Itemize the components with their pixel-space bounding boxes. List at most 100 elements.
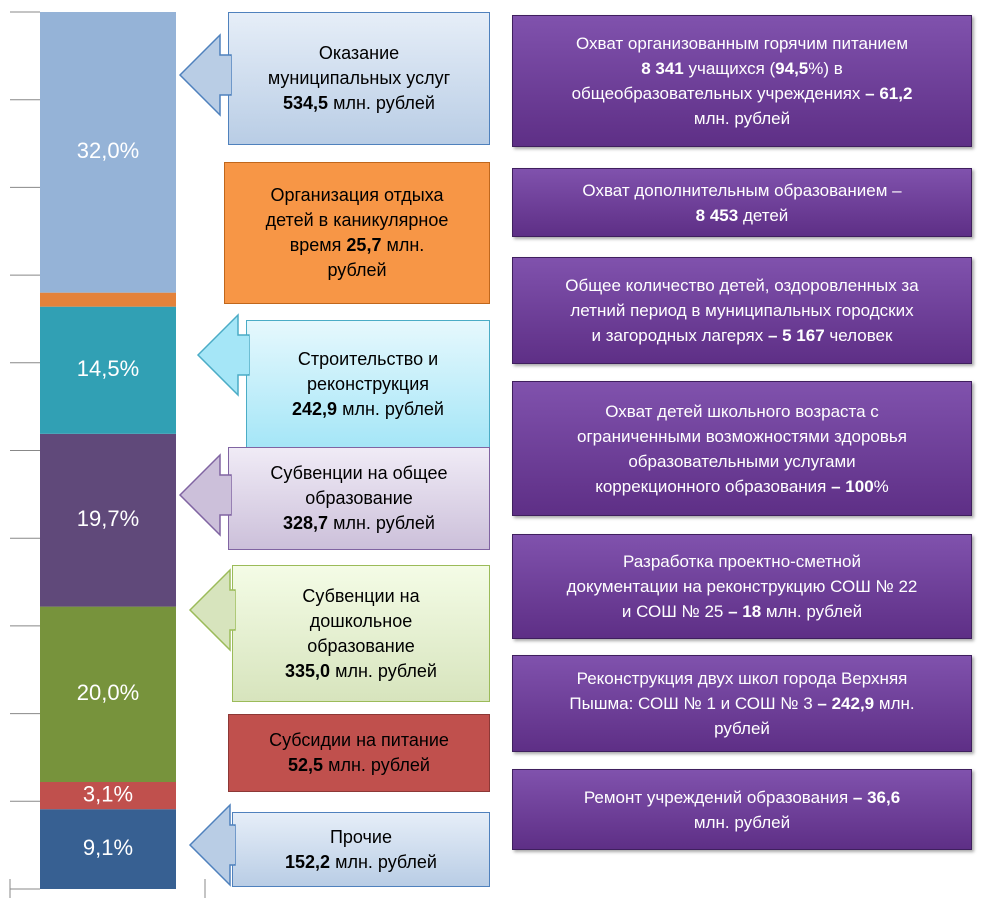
- text-line: 52,5 млн. рублей: [288, 753, 430, 778]
- text-run: млн. рублей: [693, 812, 791, 832]
- text-line: Субвенции на общее: [270, 461, 447, 486]
- text-line: 152,2 млн. рублей: [285, 850, 437, 875]
- text-line: Общее количество детей, оздоровленных за: [565, 273, 918, 298]
- text-run: муниципальных услуг: [267, 68, 451, 88]
- text-run: – 61,2: [865, 84, 913, 103]
- text-line: дошкольное: [310, 609, 413, 634]
- text-line: общеобразовательных учреждениях – 61,2: [572, 81, 913, 106]
- text-run: – 36,6: [852, 787, 901, 807]
- bar-segment: [40, 292, 176, 307]
- text-run: млн.: [381, 235, 425, 255]
- text-line: реконструкция: [307, 372, 429, 397]
- text-line: время 25,7 млн.: [290, 233, 425, 258]
- text-run: 152,2: [285, 851, 331, 872]
- bar-segment: [40, 306, 176, 434]
- text-line: рублей: [327, 258, 386, 283]
- info-box: Общее количество детей, оздоровленных за…: [512, 257, 972, 364]
- bar-segment: [40, 12, 176, 293]
- text-run: дошкольное: [309, 610, 413, 631]
- text-run: образование: [305, 488, 413, 508]
- text-run: Субвенции на: [302, 585, 420, 606]
- text-run: 534,5: [283, 93, 329, 113]
- text-run: – 242,9: [817, 694, 875, 713]
- text-run: млн. рублей: [693, 109, 791, 128]
- text-line: 242,9 млн. рублей: [292, 397, 444, 422]
- text-run: детей в каникулярное: [265, 210, 449, 230]
- text-line: рублей: [714, 716, 770, 741]
- callout: Оказание муниципальных услуг 534,5 млн. ру…: [228, 12, 490, 145]
- text-run: 52,5: [288, 755, 324, 775]
- text-run: млн. рублей: [337, 398, 444, 419]
- info-box: Охват детей школьного возраста с ограниче…: [512, 381, 972, 516]
- text-run: коррекционного образования: [595, 476, 832, 496]
- text-run: млн. рублей: [330, 851, 437, 872]
- text-run: Субсидии на питание: [269, 730, 449, 750]
- text-line: коррекционного образования – 100%: [595, 474, 889, 499]
- text-line: образовательными услугами: [628, 449, 855, 474]
- text-run: 94,5: [775, 59, 809, 78]
- text-line: и загородных лагерях – 5 167 человек: [592, 323, 893, 348]
- callout: Организация отдыха детей в каникулярное вр…: [224, 162, 490, 304]
- text-run: – 18: [728, 602, 762, 621]
- text-line: 8 341 учащихся (94,5%) в: [641, 56, 843, 81]
- text-run: образование: [307, 635, 415, 656]
- text-run: Общее количество детей, оздоровленных за: [565, 276, 919, 295]
- text-run: 328,7: [283, 513, 329, 533]
- text-run: 25,7: [346, 235, 382, 255]
- text-line: Субвенции на: [302, 584, 419, 609]
- segment-label: 14,5%: [77, 356, 139, 381]
- text-line: Пышма: СОШ № 1 и СОШ № 3 – 242,9 млн.: [569, 691, 914, 716]
- text-run: млн. рублей: [761, 602, 863, 621]
- info-box: Охват дополнительным образованием – 8 453…: [512, 168, 972, 237]
- text-run: Охват детей школьного возраста с: [605, 401, 879, 421]
- text-run: млн. рублей: [330, 660, 437, 681]
- text-run: Разработка проектно-сметной: [622, 552, 862, 571]
- text-run: 335,0: [285, 660, 331, 681]
- text-run: Пышма: СОШ № 1 и СОШ № 3: [569, 694, 818, 713]
- text-line: и СОШ № 25 – 18 млн. рублей: [622, 599, 862, 624]
- text-run: млн. рублей: [328, 93, 435, 113]
- text-run: человек: [824, 326, 893, 345]
- callout: Субсидии на питание 52,5 млн. рублей: [228, 714, 490, 792]
- text-line: Ремонт учреждений образования – 36,6: [584, 785, 900, 810]
- text-line: детей в каникулярное: [266, 208, 449, 233]
- text-run: 8 341: [641, 59, 684, 78]
- text-line: Строительство и: [298, 347, 438, 372]
- text-run: Субвенции на общее: [270, 463, 448, 483]
- text-run: реконструкция: [306, 373, 430, 394]
- text-line: образование: [307, 634, 415, 659]
- text-run: Оказание: [318, 43, 400, 63]
- text-run: летний период в муниципальных городских: [570, 301, 914, 320]
- text-line: Субсидии на питание: [269, 728, 449, 753]
- text-run: документации на реконструкцию СОШ № 22: [566, 577, 918, 596]
- text-line: млн. рублей: [694, 810, 790, 835]
- text-run: рублей: [327, 260, 387, 280]
- text-run: детей: [738, 205, 789, 225]
- segment-label: 3,1%: [83, 781, 133, 806]
- text-line: 335,0 млн. рублей: [285, 659, 437, 684]
- callout: Прочие 152,2 млн. рублей: [232, 812, 490, 887]
- text-run: Охват дополнительным образованием –: [582, 180, 902, 200]
- text-run: Прочие: [329, 826, 392, 847]
- text-run: рублей: [714, 719, 770, 738]
- text-line: 328,7 млн. рублей: [283, 511, 435, 536]
- text-run: Организация отдыха: [270, 185, 444, 205]
- text-run: млн. рублей: [323, 755, 430, 775]
- text-run: общеобразовательных учреждениях: [571, 84, 866, 103]
- text-line: муниципальных услуг: [268, 66, 450, 91]
- bar-segment: [40, 782, 176, 810]
- info-box: Ремонт учреждений образования – 36,6 млн.…: [512, 769, 972, 850]
- text-run: образовательными услугами: [628, 451, 856, 471]
- text-line: Охват детей школьного возраста с: [605, 399, 879, 424]
- bar-segment: [40, 809, 176, 889]
- text-run: – 100: [831, 476, 874, 496]
- text-line: млн. рублей: [694, 106, 790, 131]
- text-line: Организация отдыха: [270, 183, 443, 208]
- text-run: и загородных лагерях: [591, 326, 768, 345]
- text-run: Реконструкция двух школ города Верхняя: [576, 669, 908, 688]
- callout: Субвенции на дошкольное образование 335,0 м…: [232, 565, 490, 702]
- text-line: образование: [305, 486, 413, 511]
- text-run: %: [873, 476, 889, 496]
